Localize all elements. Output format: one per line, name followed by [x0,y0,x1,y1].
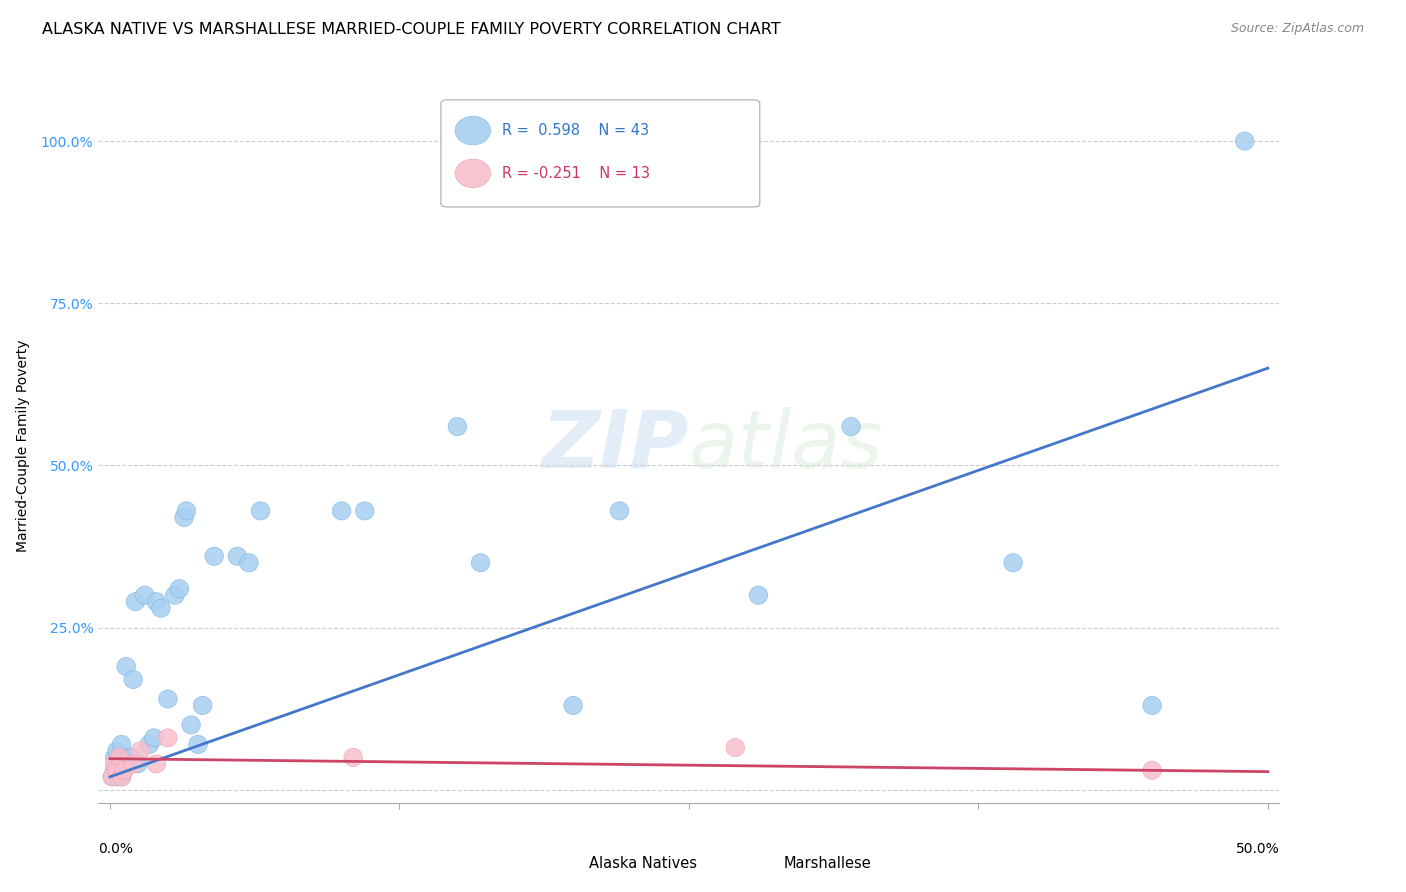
Ellipse shape [108,768,127,786]
Ellipse shape [115,761,134,780]
Ellipse shape [177,502,195,520]
Ellipse shape [181,716,200,734]
Ellipse shape [547,849,582,878]
Text: atlas: atlas [689,407,884,485]
Ellipse shape [128,755,148,773]
Ellipse shape [103,768,121,786]
Ellipse shape [174,508,194,526]
Ellipse shape [112,768,131,786]
Text: R = -0.251    N = 13: R = -0.251 N = 13 [502,166,651,181]
Ellipse shape [148,592,166,611]
Ellipse shape [103,768,121,786]
Ellipse shape [166,586,184,604]
Ellipse shape [152,599,170,617]
Ellipse shape [456,116,491,145]
Ellipse shape [725,739,745,756]
Ellipse shape [1143,761,1161,780]
Ellipse shape [121,748,141,766]
Ellipse shape [1004,554,1022,572]
Ellipse shape [112,768,131,786]
Ellipse shape [110,755,128,773]
Text: R =  0.598    N = 43: R = 0.598 N = 43 [502,123,650,138]
Text: ZIP: ZIP [541,407,689,485]
Ellipse shape [332,502,352,520]
Text: 50.0%: 50.0% [1236,842,1279,856]
Ellipse shape [842,417,860,435]
Y-axis label: Married-Couple Family Poverty: Married-Couple Family Poverty [15,340,30,552]
Ellipse shape [120,748,138,766]
Ellipse shape [127,592,145,611]
Ellipse shape [1143,697,1161,714]
Text: Marshallese: Marshallese [783,856,872,871]
Ellipse shape [228,547,246,566]
Ellipse shape [145,729,163,747]
Ellipse shape [124,671,142,689]
Ellipse shape [115,761,134,780]
Ellipse shape [108,742,127,760]
Text: Source: ZipAtlas.com: Source: ZipAtlas.com [1230,22,1364,36]
Ellipse shape [205,547,224,566]
Ellipse shape [564,697,582,714]
Ellipse shape [170,580,188,598]
Ellipse shape [159,690,177,708]
Text: 0.0%: 0.0% [98,842,134,856]
Ellipse shape [108,761,127,780]
Ellipse shape [110,748,128,766]
Text: Alaska Natives: Alaska Natives [589,856,696,871]
Ellipse shape [159,729,177,747]
Ellipse shape [105,755,124,773]
Ellipse shape [449,417,467,435]
Ellipse shape [188,735,207,754]
Ellipse shape [356,502,374,520]
Ellipse shape [148,755,166,773]
Ellipse shape [239,554,259,572]
Ellipse shape [344,748,363,766]
Ellipse shape [112,735,131,754]
FancyBboxPatch shape [441,100,759,207]
Text: ALASKA NATIVE VS MARSHALLESE MARRIED-COUPLE FAMILY POVERTY CORRELATION CHART: ALASKA NATIVE VS MARSHALLESE MARRIED-COU… [42,22,780,37]
Ellipse shape [456,159,491,187]
Ellipse shape [141,735,159,754]
Ellipse shape [105,748,124,766]
Ellipse shape [252,502,270,520]
Ellipse shape [117,657,135,675]
Ellipse shape [471,554,489,572]
Ellipse shape [131,742,149,760]
Ellipse shape [194,697,212,714]
Ellipse shape [610,502,628,520]
Ellipse shape [749,586,768,604]
Ellipse shape [742,849,778,878]
Ellipse shape [105,761,124,780]
Ellipse shape [1236,132,1254,150]
Ellipse shape [124,755,142,773]
Ellipse shape [135,586,155,604]
